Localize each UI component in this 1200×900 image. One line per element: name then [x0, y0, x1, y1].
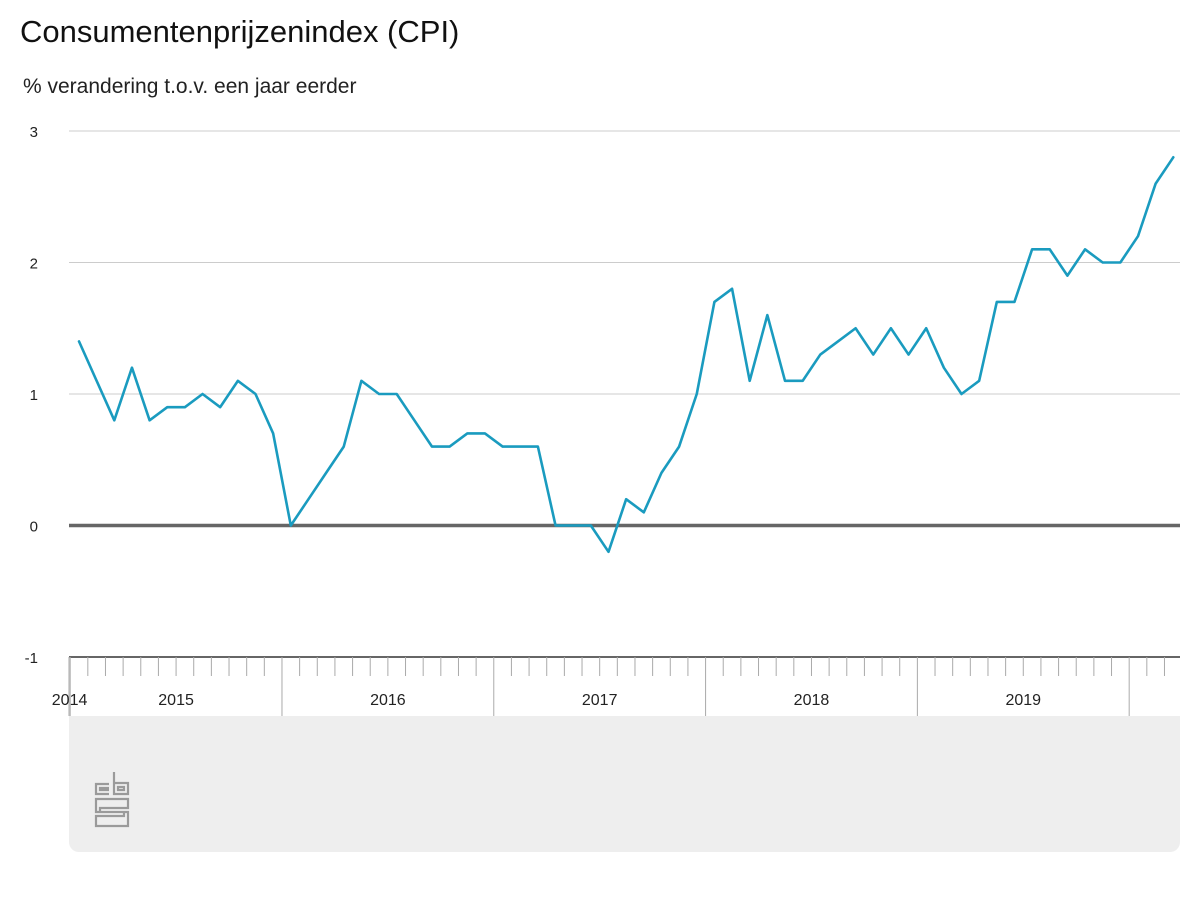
y-tick-label: 1 [30, 387, 38, 404]
x-axis-band [69, 716, 1180, 852]
y-tick-label: 3 [30, 124, 38, 141]
x-year-label: 2014 [52, 692, 88, 709]
x-year-label: 2019 [1005, 692, 1041, 709]
x-year-label: 2015 [158, 692, 194, 709]
x-year-label: 2018 [794, 692, 830, 709]
x-year-label: 2016 [370, 692, 406, 709]
chart-title: Consumentenprijzenindex (CPI) [20, 14, 460, 49]
series-line [77, 156, 1175, 554]
y-tick-label: 0 [30, 519, 38, 536]
chart-subtitle: % verandering t.o.v. een jaar eerder [23, 75, 357, 98]
y-tick-label: 2 [30, 256, 38, 273]
y-tick-label: -1 [25, 650, 38, 667]
cbs-logo-icon [94, 772, 130, 828]
x-year-label: 2017 [582, 692, 618, 709]
